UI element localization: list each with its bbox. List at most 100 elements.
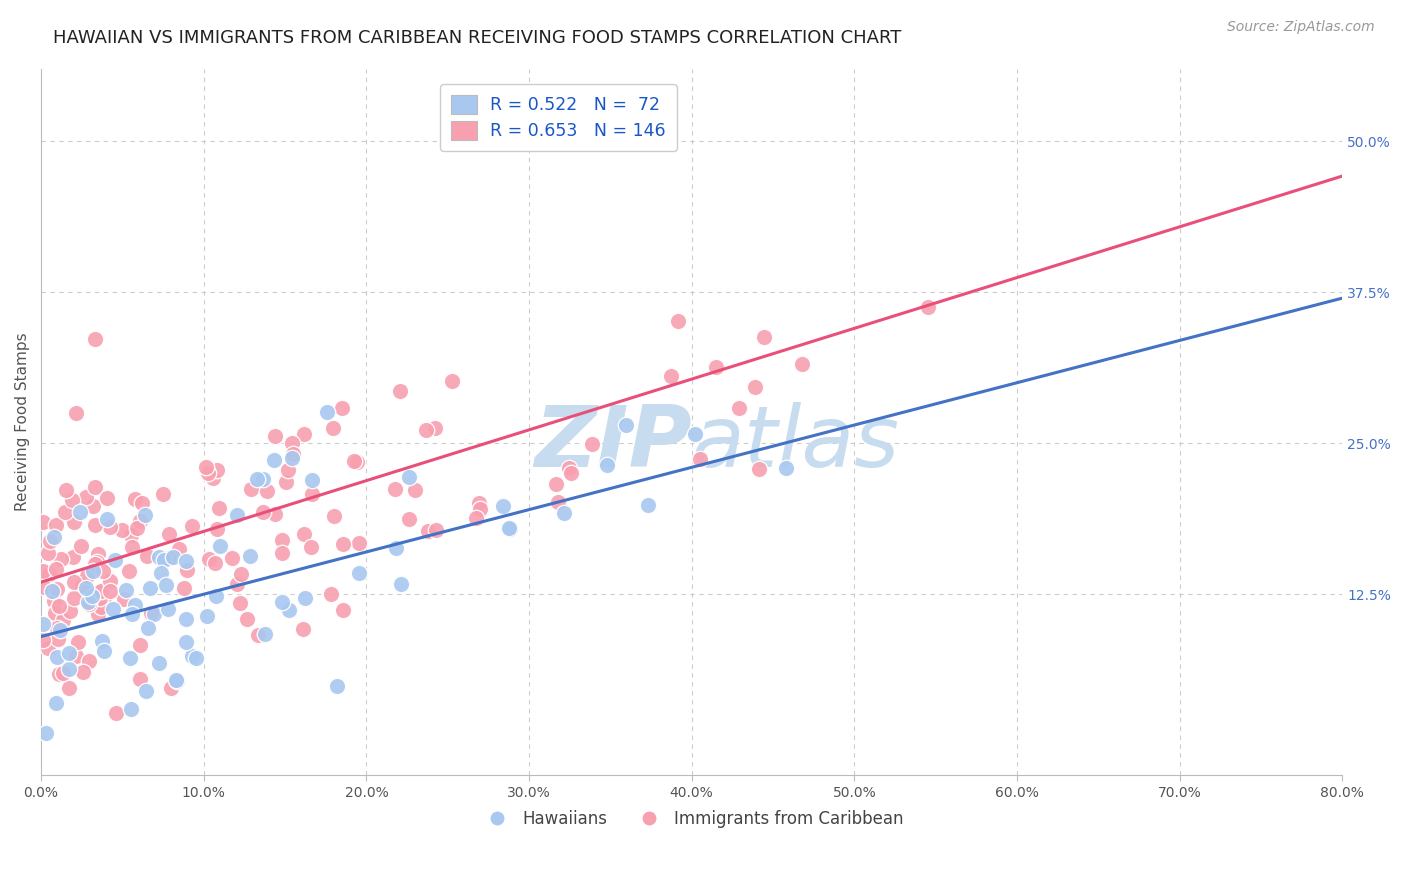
- Point: [44, 606, 66, 620]
- Point: [301, 487, 323, 501]
- Point: [415, 424, 437, 438]
- Point: [264, 507, 287, 521]
- Point: [82, 589, 104, 603]
- Point: [315, 405, 337, 419]
- Point: [48, 599, 70, 613]
- Text: atlas: atlas: [692, 401, 900, 484]
- Point: [744, 380, 766, 394]
- Point: [128, 638, 150, 652]
- Point: [63, 515, 86, 529]
- Point: [93, 644, 115, 658]
- Point: [291, 622, 314, 636]
- Point: [156, 601, 179, 615]
- Point: [70, 578, 93, 592]
- Point: [544, 476, 567, 491]
- Point: [96, 512, 118, 526]
- Point: [274, 475, 297, 489]
- Point: [157, 526, 180, 541]
- Point: [205, 463, 228, 477]
- Point: [294, 426, 316, 441]
- Point: [86, 555, 108, 569]
- Point: [246, 472, 269, 486]
- Point: [44, 531, 66, 545]
- Point: [202, 471, 225, 485]
- Point: [321, 587, 343, 601]
- Point: [55, 483, 77, 497]
- Point: [388, 384, 411, 398]
- Point: [239, 549, 262, 563]
- Point: [46, 632, 69, 646]
- Text: HAWAIIAN VS IMMIGRANTS FROM CARIBBEAN RECEIVING FOOD STAMPS CORRELATION CHART: HAWAIIAN VS IMMIGRANTS FROM CARIBBEAN RE…: [53, 29, 901, 46]
- Point: [128, 515, 150, 529]
- Point: [120, 527, 142, 541]
- Point: [247, 628, 270, 642]
- Point: [263, 429, 285, 443]
- Point: [204, 557, 226, 571]
- Point: [67, 635, 90, 649]
- Point: [38, 567, 60, 582]
- Point: [153, 553, 176, 567]
- Point: [120, 702, 142, 716]
- Point: [138, 582, 160, 596]
- Point: [727, 401, 749, 416]
- Point: [398, 511, 420, 525]
- Text: Source: ZipAtlas.com: Source: ZipAtlas.com: [1227, 20, 1375, 34]
- Point: [84, 518, 107, 533]
- Point: [748, 461, 770, 475]
- Point: [49, 623, 72, 637]
- Point: [129, 673, 152, 687]
- Point: [41, 584, 63, 599]
- Point: [498, 521, 520, 535]
- Point: [235, 612, 257, 626]
- Point: [157, 551, 180, 566]
- Point: [62, 591, 84, 605]
- Point: [492, 499, 515, 513]
- Point: [115, 582, 138, 597]
- Point: [553, 507, 575, 521]
- Point: [343, 454, 366, 468]
- Point: [45, 650, 67, 665]
- Point: [136, 621, 159, 635]
- Point: [148, 657, 170, 671]
- Point: [155, 578, 177, 592]
- Point: [499, 522, 522, 536]
- Point: [596, 458, 619, 472]
- Point: [98, 520, 121, 534]
- Point: [775, 461, 797, 475]
- Point: [135, 684, 157, 698]
- Point: [181, 649, 204, 664]
- Point: [131, 496, 153, 510]
- Point: [614, 417, 637, 432]
- Point: [659, 369, 682, 384]
- Point: [77, 597, 100, 611]
- Point: [134, 508, 156, 522]
- Point: [240, 483, 263, 497]
- Point: [90, 600, 112, 615]
- Point: [63, 575, 86, 590]
- Point: [704, 359, 727, 374]
- Point: [91, 633, 114, 648]
- Point: [174, 635, 197, 649]
- Point: [72, 665, 94, 679]
- Point: [58, 661, 80, 675]
- Point: [271, 595, 294, 609]
- Point: [45, 562, 67, 576]
- Point: [100, 584, 122, 599]
- Point: [118, 651, 141, 665]
- Point: [104, 552, 127, 566]
- Point: [45, 518, 67, 533]
- Point: [142, 607, 165, 621]
- Point: [292, 527, 315, 541]
- Point: [558, 461, 581, 475]
- Point: [96, 491, 118, 505]
- Point: [256, 483, 278, 498]
- Point: [37, 546, 59, 560]
- Point: [152, 486, 174, 500]
- Point: [637, 498, 659, 512]
- Point: [470, 501, 492, 516]
- Point: [75, 582, 97, 596]
- Point: [52, 665, 75, 680]
- Point: [60, 492, 83, 507]
- Point: [32, 564, 55, 578]
- Point: [325, 679, 347, 693]
